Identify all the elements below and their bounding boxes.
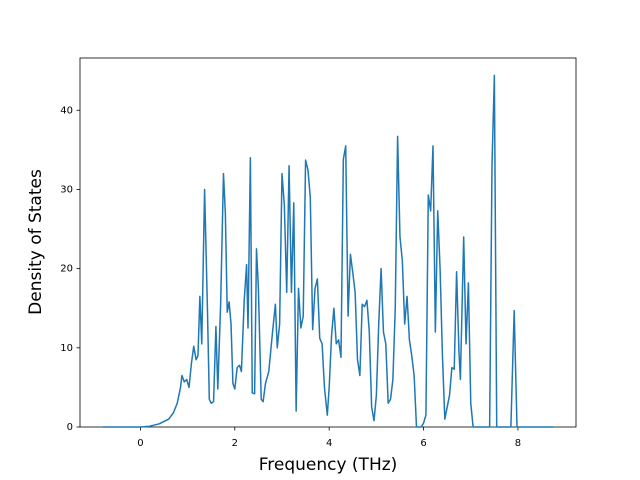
y-tick-label: 40 bbox=[60, 105, 73, 116]
plot-frame bbox=[79, 57, 577, 428]
dos-line bbox=[102, 74, 554, 428]
y-tick-label: 20 bbox=[60, 264, 73, 275]
x-tick-label: 8 bbox=[515, 438, 521, 449]
x-tick-label: 2 bbox=[232, 438, 238, 449]
y-tick-label: 10 bbox=[60, 343, 73, 354]
x-tick-label: 6 bbox=[420, 438, 426, 449]
y-axis-label: Density of States bbox=[26, 169, 46, 315]
y-tick-label: 30 bbox=[60, 184, 73, 195]
x-axis-label: Frequency (THz) bbox=[259, 455, 398, 475]
x-tick-label: 0 bbox=[137, 438, 143, 449]
x-tick-label: 4 bbox=[326, 438, 332, 449]
y-tick-label: 0 bbox=[67, 422, 73, 433]
